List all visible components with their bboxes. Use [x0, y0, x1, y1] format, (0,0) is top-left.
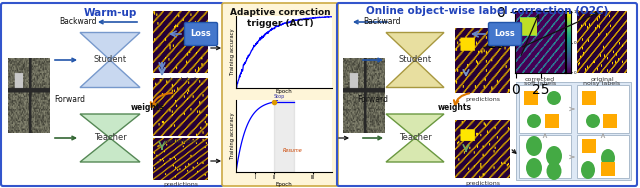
- Ellipse shape: [581, 161, 595, 179]
- Bar: [601, 162, 615, 176]
- Text: Forward: Forward: [358, 96, 388, 105]
- Text: corrected: corrected: [525, 77, 555, 82]
- Text: Online object-wise label correction (O2C): Online object-wise label correction (O2C…: [366, 6, 608, 16]
- Text: Backward: Backward: [364, 17, 401, 26]
- FancyBboxPatch shape: [222, 3, 338, 186]
- Polygon shape: [80, 114, 140, 162]
- FancyBboxPatch shape: [577, 135, 629, 178]
- Text: Backward: Backward: [60, 17, 97, 26]
- Text: Adaptive correction
trigger (ACT): Adaptive correction trigger (ACT): [230, 8, 330, 28]
- Ellipse shape: [526, 158, 542, 178]
- FancyBboxPatch shape: [519, 85, 571, 133]
- Text: Student: Student: [399, 55, 431, 64]
- Text: Forward: Forward: [54, 96, 86, 105]
- Bar: [524, 91, 538, 105]
- Text: Teacher: Teacher: [93, 133, 126, 143]
- Text: original: original: [590, 77, 614, 82]
- Text: weights: weights: [438, 104, 472, 112]
- Bar: [582, 91, 596, 105]
- Text: Loss: Loss: [495, 30, 515, 39]
- Polygon shape: [80, 33, 140, 87]
- Ellipse shape: [547, 162, 561, 180]
- FancyBboxPatch shape: [184, 23, 218, 45]
- Text: predictions: predictions: [465, 181, 500, 186]
- Text: predictions: predictions: [163, 182, 198, 187]
- Polygon shape: [386, 114, 444, 162]
- Text: predictions: predictions: [163, 139, 198, 144]
- Polygon shape: [386, 33, 444, 87]
- Text: Student: Student: [93, 55, 127, 64]
- Text: Loss: Loss: [191, 30, 211, 39]
- FancyBboxPatch shape: [577, 85, 629, 133]
- Ellipse shape: [547, 91, 561, 105]
- Text: noisy labels: noisy labels: [163, 77, 200, 82]
- Text: noisy labels: noisy labels: [584, 81, 621, 86]
- FancyBboxPatch shape: [516, 82, 631, 180]
- Text: predictions: predictions: [465, 97, 500, 102]
- Ellipse shape: [546, 146, 562, 166]
- Text: Warm-up: Warm-up: [83, 8, 137, 18]
- Ellipse shape: [586, 114, 600, 128]
- Text: soft labels: soft labels: [524, 81, 556, 86]
- Ellipse shape: [526, 136, 542, 156]
- Bar: [545, 114, 559, 128]
- Bar: [603, 114, 617, 128]
- Ellipse shape: [601, 149, 615, 167]
- Text: Teacher: Teacher: [399, 133, 431, 143]
- FancyBboxPatch shape: [519, 135, 571, 178]
- Ellipse shape: [527, 114, 541, 128]
- Text: weights: weights: [131, 104, 165, 112]
- Bar: [582, 139, 596, 153]
- FancyBboxPatch shape: [488, 23, 522, 45]
